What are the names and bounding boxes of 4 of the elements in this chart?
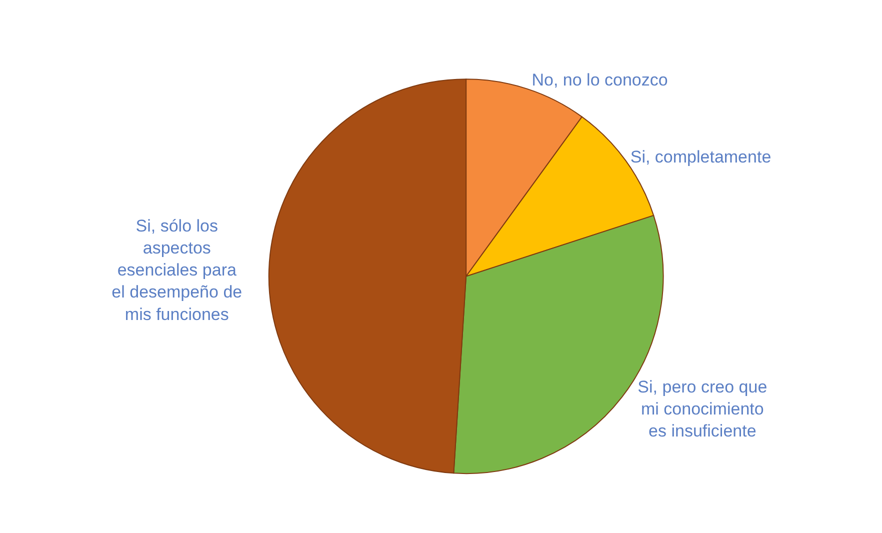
slice-label: Si, completamente xyxy=(630,148,772,167)
slice-label: Si, pero creo que mi conocimiento es insuficiente xyxy=(638,377,768,441)
slice-label: Si, sólo los aspectos esenciales para el desempeño de mis funciones xyxy=(112,216,242,324)
slice-label: No, no lo conozco xyxy=(532,70,668,90)
